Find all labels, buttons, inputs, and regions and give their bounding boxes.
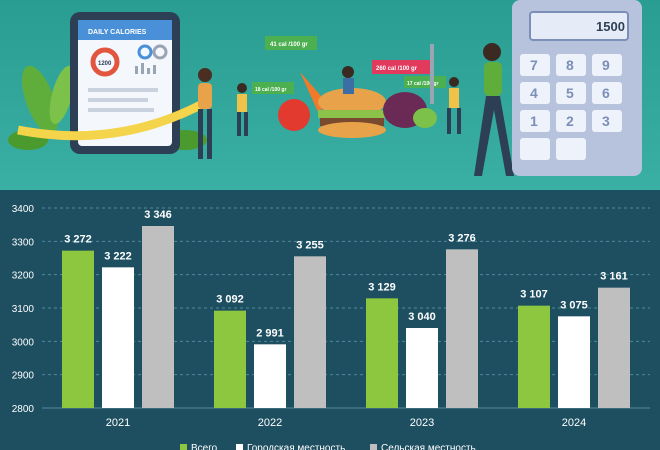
- x-tick-label: 2024: [562, 417, 586, 429]
- sitting-person-icon: [342, 66, 354, 94]
- calorie-tag: 17 cal /100 gr: [404, 76, 446, 88]
- legend-swatch: [236, 444, 243, 450]
- svg-text:9: 9: [602, 57, 610, 73]
- bar: [598, 287, 630, 408]
- y-tick-label: 2900: [12, 371, 35, 382]
- legend-swatch: [370, 444, 377, 450]
- legend-label: Всего: [191, 443, 218, 450]
- y-axis: 2800 2900 3000 3100 3200 3300 3400: [12, 204, 35, 415]
- y-tick-label: 3300: [12, 237, 35, 248]
- small-person-icon: [237, 83, 248, 136]
- card-title: DAILY CALORIES: [88, 29, 147, 36]
- calorie-tag: 260 cal /100 gr: [372, 60, 430, 74]
- calculator-icon: 1500 7 8 9 4 5 6 1 2 3: [512, 0, 642, 176]
- calorie-tag: 41 cal /100 gr: [265, 36, 317, 50]
- bar: [518, 305, 550, 408]
- svg-text:4: 4: [530, 85, 538, 101]
- bar: [142, 226, 174, 408]
- y-tick-label: 2800: [12, 404, 35, 415]
- svg-text:2: 2: [566, 113, 574, 129]
- data-label: 3 129: [368, 281, 396, 293]
- data-label: 3 161: [600, 271, 628, 283]
- person-icon: [198, 68, 212, 159]
- x-tick-label: 2022: [258, 417, 282, 429]
- bar: [62, 250, 94, 408]
- bar: [294, 256, 326, 408]
- svg-text:18 cal /100 gr: 18 cal /100 gr: [255, 87, 286, 93]
- leaves-left-icon: [8, 65, 207, 150]
- data-label: 3 346: [144, 209, 172, 221]
- phone-icon: DAILY CALORIES 1200: [70, 12, 180, 154]
- svg-text:5: 5: [566, 85, 574, 101]
- legend-label: Городская местность: [247, 443, 345, 450]
- svg-text:260 cal /100 gr: 260 cal /100 gr: [376, 66, 418, 72]
- svg-text:6: 6: [602, 85, 610, 101]
- y-tick-label: 3400: [12, 204, 35, 215]
- data-label: 3 040: [408, 311, 436, 323]
- data-label: 3 107: [520, 289, 548, 301]
- small-person-icon: [447, 77, 461, 134]
- card-value: 1200: [98, 61, 112, 67]
- food-icon: [278, 44, 437, 138]
- data-label: 3 276: [448, 232, 476, 244]
- calorie-tag: 18 cal /100 gr: [252, 82, 294, 94]
- data-label: 3 272: [64, 234, 92, 246]
- bar: [406, 328, 438, 408]
- y-tick-label: 3000: [12, 337, 35, 348]
- legend-label: Сельская местность: [381, 443, 476, 450]
- svg-text:41 cal /100 gr: 41 cal /100 gr: [270, 42, 308, 48]
- legend-swatch: [180, 444, 187, 450]
- bars: [62, 226, 630, 408]
- calculator-display: 1500: [596, 19, 625, 34]
- y-tick-label: 3200: [12, 271, 35, 282]
- svg-text:17 cal /100 gr: 17 cal /100 gr: [407, 81, 438, 87]
- bar: [254, 344, 286, 408]
- bar: [214, 310, 246, 408]
- banner-illustration: DAILY CALORIES 1200 41 cal /100 gr 18 ca…: [0, 0, 660, 190]
- x-tick-label: 2023: [410, 417, 434, 429]
- data-labels: 3 272 3 222 3 346 3 092 2 991 3 255 3 129 3 040…: [64, 209, 628, 339]
- data-label: 3 255: [296, 239, 324, 251]
- svg-text:3: 3: [602, 113, 610, 129]
- legend: Всего Городская местность Сельская местнос…: [180, 443, 476, 450]
- data-label: 3 075: [560, 299, 588, 311]
- data-label: 3 222: [104, 250, 132, 262]
- bar: [446, 249, 478, 408]
- svg-text:1: 1: [530, 113, 538, 129]
- svg-text:8: 8: [566, 57, 574, 73]
- bar: [558, 316, 590, 408]
- woman-icon: [474, 43, 514, 176]
- y-tick-label: 3100: [12, 304, 35, 315]
- x-axis: 2021 2022 2023 2024: [106, 417, 586, 429]
- x-tick-label: 2021: [106, 417, 130, 429]
- data-label: 3 092: [216, 294, 244, 306]
- svg-text:7: 7: [530, 57, 538, 73]
- data-label: 2 991: [256, 327, 284, 339]
- bar: [102, 267, 134, 408]
- bar: [366, 298, 398, 408]
- measuring-tape-icon: [17, 96, 213, 141]
